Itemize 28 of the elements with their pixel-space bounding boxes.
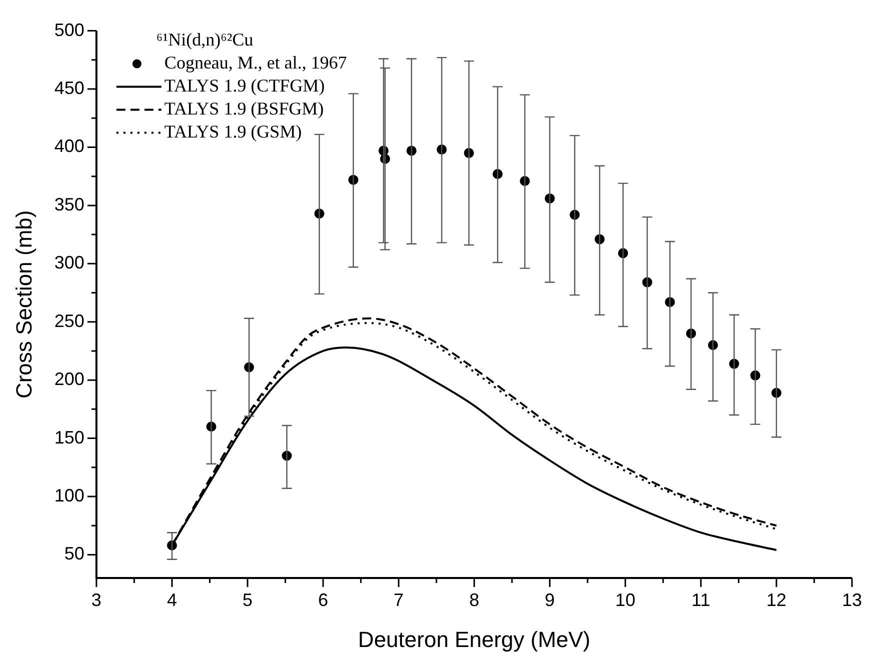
legend-label: TALYS 1.9 (GSM) (164, 122, 302, 142)
y-tick-label: 250 (54, 310, 84, 331)
y-tick-label: 300 (54, 252, 84, 273)
x-tick-label: 6 (318, 590, 328, 610)
y-tick-label: 350 (54, 194, 84, 214)
x-tick-label: 13 (842, 590, 862, 610)
y-axis-title: Cross Section (mb) (11, 210, 36, 399)
x-tick-label: 8 (469, 590, 480, 610)
legend-title: ⁶¹Ni(d,n)⁶²Cu (156, 30, 254, 50)
legend-label: TALYS 1.9 (CTFGM) (164, 76, 325, 96)
y-tick-label: 400 (54, 136, 84, 156)
y-tick-label: 150 (54, 427, 84, 448)
x-tick-label: 10 (615, 590, 636, 610)
y-tick-label: 200 (54, 369, 84, 390)
x-axis-title: Deuteron Energy (MeV) (358, 626, 590, 652)
x-tick-label: 11 (692, 590, 710, 610)
x-tick-label: 4 (166, 590, 177, 610)
x-tick-label: 7 (394, 590, 404, 610)
legend-label: Cogneau, M., et al., 1967 (164, 52, 347, 73)
y-tick-label: 100 (54, 485, 84, 506)
x-tick-label: 9 (544, 590, 555, 610)
y-tick-label: 500 (54, 20, 84, 40)
legend-label: TALYS 1.9 (BSFGM) (164, 98, 324, 119)
x-tick-label: 5 (242, 590, 253, 610)
x-tick-label: 3 (91, 590, 102, 610)
x-tick-label: 12 (766, 590, 786, 610)
y-tick-label: 50 (64, 544, 84, 564)
y-tick-label: 450 (54, 78, 84, 98)
